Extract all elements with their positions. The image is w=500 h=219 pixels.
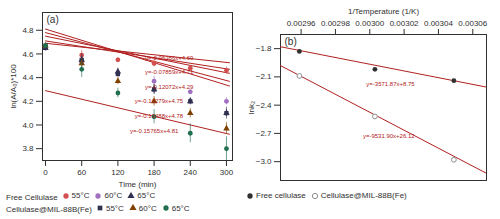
svg-text:300: 300 <box>220 168 234 177</box>
svg-text:y=-0.12072x+4.29: y=-0.12072x+4.29 <box>145 84 194 90</box>
svg-text:(a): (a) <box>47 14 59 25</box>
svg-text:y=-0.07859x+4.71: y=-0.07859x+4.71 <box>145 69 194 75</box>
html-text:Cellulase@MIL-88B(Fe): Cellulase@MIL-88B(Fe) <box>320 191 407 200</box>
svg-text:−1.8: −1.8 <box>256 44 272 53</box>
svg-text:ln(A/A₀)*100: ln(A/A₀)*100 <box>9 64 18 109</box>
svg-text:4.0: 4.0 <box>22 121 34 130</box>
svg-text:0.00300: 0.00300 <box>355 19 384 28</box>
svg-text:y=-9531.90x+26.12: y=-9531.90x+26.12 <box>363 133 415 139</box>
svg-text:y=-0.15765x+4.81: y=-0.15765x+4.81 <box>130 128 179 134</box>
html-text:65°C: 65°C <box>137 191 156 200</box>
svg-text:0.00306: 0.00306 <box>458 19 487 28</box>
html-text:60°C: 60°C <box>104 191 123 200</box>
svg-text:y=-0.10279x+4.75: y=-0.10279x+4.75 <box>135 98 184 104</box>
svg-text:240: 240 <box>184 168 198 177</box>
svg-text:0.00302: 0.00302 <box>390 19 419 28</box>
html-text:Free cellulase: Free cellulase <box>256 191 306 200</box>
svg-text:Time (min): Time (min) <box>119 180 157 189</box>
svg-text:0.00298: 0.00298 <box>321 19 350 28</box>
svg-text:60: 60 <box>77 168 86 177</box>
html-text:Cellulase@MIL-88B(Fe): Cellulase@MIL-88B(Fe) <box>6 205 92 214</box>
svg-text:−3.0: −3.0 <box>256 157 272 166</box>
svg-text:4.6: 4.6 <box>22 50 34 59</box>
html-text:55°C: 55°C <box>71 191 90 200</box>
svg-text:180: 180 <box>147 168 161 177</box>
svg-text:4.2: 4.2 <box>22 97 34 106</box>
svg-text:0.00304: 0.00304 <box>424 19 453 28</box>
html-text:65°C: 65°C <box>171 203 190 213</box>
svg-text:1/Temperature (1/K): 1/Temperature (1/K) <box>348 7 419 16</box>
svg-text:−2.1: −2.1 <box>256 72 272 81</box>
svg-text:120: 120 <box>111 168 125 177</box>
svg-text:0: 0 <box>43 168 48 177</box>
svg-text:4.4: 4.4 <box>22 73 34 82</box>
svg-text:(b): (b) <box>285 36 297 47</box>
html-text:60°C: 60°C <box>138 203 157 213</box>
html-text:55°C: 55°C <box>105 203 124 213</box>
svg-text:lnk₂: lnk₂ <box>247 101 256 114</box>
svg-text:y=-3571.87x+8.75: y=-3571.87x+8.75 <box>366 81 415 87</box>
svg-text:3.8: 3.8 <box>22 144 34 153</box>
svg-text:y=-0.13488x+4.78: y=-0.13488x+4.78 <box>135 113 184 119</box>
svg-text:−2.7: −2.7 <box>256 129 272 138</box>
svg-text:4.8: 4.8 <box>22 26 34 35</box>
html-text:Free Cellulase: Free Cellulase <box>6 192 58 202</box>
svg-text:0.00296: 0.00296 <box>287 19 316 28</box>
svg-text:−2.4: −2.4 <box>256 101 272 110</box>
svg-text:y=-0.05386x+4.69: y=-0.05386x+4.69 <box>145 55 194 61</box>
